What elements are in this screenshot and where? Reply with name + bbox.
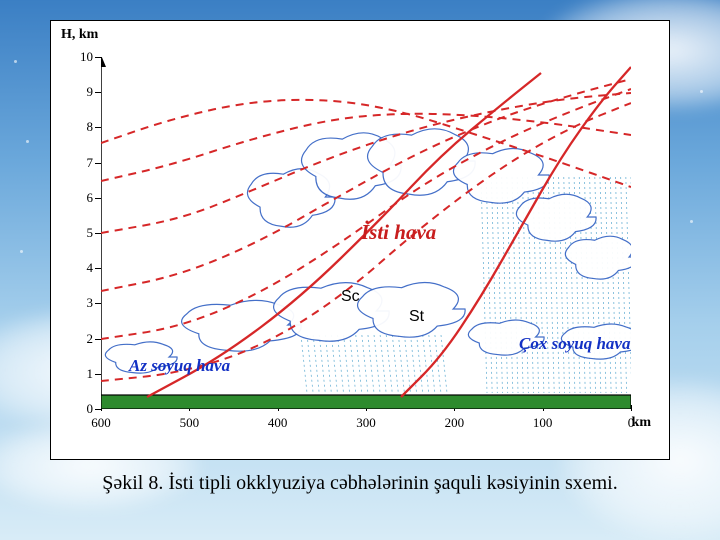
x-tick-label: 400 xyxy=(258,415,298,431)
x-tick-label: 200 xyxy=(434,415,474,431)
y-tick-label: 9 xyxy=(75,84,93,100)
y-tick-label: 5 xyxy=(75,225,93,241)
svg-text:Sc: Sc xyxy=(341,288,360,305)
x-tick-label: 100 xyxy=(523,415,563,431)
y-tick-label: 7 xyxy=(75,155,93,171)
svg-text:Az soyuq hava: Az soyuq hava xyxy=(128,356,231,375)
y-tick-label: 2 xyxy=(75,331,93,347)
figure-panel: H, km km 109876543210 600500400300200100… xyxy=(50,20,670,460)
bg-dot xyxy=(690,220,693,223)
svg-text:İsti hava: İsti hava xyxy=(360,220,436,244)
x-tick-label: 300 xyxy=(346,415,386,431)
ground-strip xyxy=(101,395,631,409)
plot-area: İsti hava Az soyuq hava Çox soyuq hava Sc St xyxy=(101,57,631,409)
bg-dot xyxy=(700,90,703,93)
x-tick-label: 600 xyxy=(81,415,121,431)
y-tick-label: 10 xyxy=(75,49,93,65)
svg-text:Çox soyuq hava: Çox soyuq hava xyxy=(519,334,631,353)
y-tick-label: 6 xyxy=(75,190,93,206)
x-tick-label: 0 xyxy=(611,415,651,431)
x-tick-mark xyxy=(631,405,632,411)
y-tick-label: 1 xyxy=(75,366,93,382)
y-axis-label: H, km xyxy=(61,27,98,43)
bg-dot xyxy=(26,140,29,143)
y-tick-label: 3 xyxy=(75,295,93,311)
y-tick-label: 4 xyxy=(75,260,93,276)
figure-caption: Şəkil 8. İsti tipli okklyuziya cəbhələri… xyxy=(0,470,720,497)
bg-dot xyxy=(14,60,17,63)
svg-text:St: St xyxy=(409,308,425,325)
x-tick-label: 500 xyxy=(169,415,209,431)
y-tick-label: 8 xyxy=(75,119,93,135)
bg-dot xyxy=(20,250,23,253)
